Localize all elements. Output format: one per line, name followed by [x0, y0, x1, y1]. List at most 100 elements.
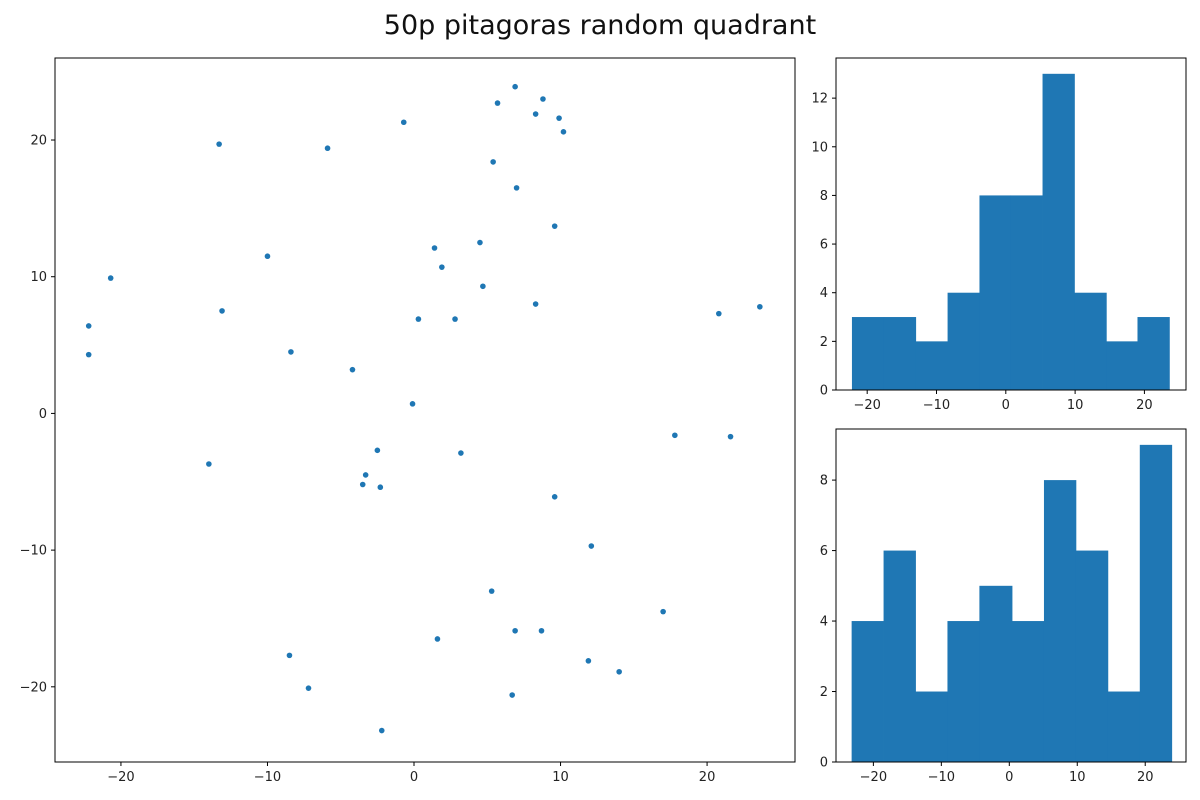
histx-bar: [1042, 73, 1075, 391]
scatter-point: [288, 349, 294, 355]
scatter-point: [400, 119, 407, 126]
histy-ytick-label: 8: [820, 474, 828, 489]
histx-xtick-label: 0: [1002, 398, 1010, 413]
scatter-ytick-label: −10: [20, 544, 47, 559]
histy-bar: [883, 550, 916, 762]
scatter-ytick-label: 0: [39, 407, 47, 422]
scatter-point: [585, 658, 592, 664]
histx-bar: [979, 195, 1012, 390]
histx-xtick-label: 10: [1067, 398, 1084, 413]
scatter-point: [494, 100, 501, 106]
scatter-point: [349, 366, 356, 373]
histx-bar: [1074, 292, 1107, 390]
scatter-point: [439, 264, 445, 270]
scatter-point: [431, 245, 438, 251]
histx-xtick-label: −10: [923, 398, 950, 413]
scatter-point: [377, 484, 384, 491]
scatter-xtick-label: −10: [254, 770, 281, 785]
histx-bar: [1010, 195, 1043, 390]
histx-ytick-label: 8: [820, 189, 828, 204]
histogram-y: −20 −10 0 10 20 0 2 4 6 8: [820, 428, 1187, 785]
scatter-point: [560, 129, 567, 135]
scatter-ytick-label: 20: [30, 134, 47, 149]
histy-bar: [1043, 480, 1077, 762]
scatter-point: [551, 223, 558, 229]
histy-xtick-label: −20: [860, 770, 887, 785]
histy-bar: [979, 585, 1013, 762]
scatter-point: [216, 141, 222, 147]
scatter-point: [616, 668, 622, 675]
scatter-point: [219, 308, 225, 314]
scatter-ytick-label: 10: [30, 270, 47, 285]
scatter-point: [85, 351, 92, 358]
scatter-plot: −20 −10 0 10 20 −20 −10 0 10 20: [20, 57, 796, 785]
scatter-point: [556, 115, 562, 121]
scatter-point: [716, 310, 722, 317]
histogram-x: −20 −10 0 10 20 0 2 4 6 8 10 12: [811, 57, 1187, 413]
histx-frame: [835, 57, 1187, 391]
scatter-point: [660, 608, 666, 615]
scatter-point: [757, 303, 763, 310]
scatter-xtick-label: −20: [107, 770, 134, 785]
scatter-point: [85, 323, 92, 329]
histy-bar: [1075, 550, 1109, 762]
scatter-point: [477, 239, 483, 246]
scatter-point: [264, 253, 271, 260]
scatter-point: [286, 652, 293, 659]
histy-xtick-label: 20: [1137, 770, 1154, 785]
scatter-point: [359, 481, 366, 488]
scatter-point: [374, 447, 381, 454]
scatter-point: [540, 96, 546, 102]
histy-bar: [1107, 691, 1141, 762]
scatter-point: [362, 472, 369, 478]
scatter-point: [672, 432, 678, 439]
histx-xtick-label: 20: [1136, 398, 1153, 413]
scatter-point: [488, 588, 495, 594]
scatter-point: [512, 627, 518, 634]
scatter-point: [588, 543, 595, 549]
histy-ytick-label: 4: [820, 615, 828, 630]
histx-ytick-label: 6: [820, 238, 828, 253]
histx-bar: [947, 292, 980, 390]
scatter-point: [409, 401, 416, 407]
scatter-point: [551, 494, 558, 500]
histy-frame: [835, 428, 1187, 763]
histy-ytick-label: 6: [820, 544, 828, 559]
histy-bar: [947, 621, 980, 762]
histx-ytick-label: 12: [811, 92, 828, 107]
histy-bar: [915, 691, 948, 762]
scatter-point: [727, 433, 734, 440]
scatter-point: [480, 283, 486, 290]
scatter-xtick-label: 20: [699, 770, 716, 785]
histy-bar: [851, 621, 884, 762]
figure-title: 50p pitagoras random quadrant: [383, 10, 817, 41]
scatter-point: [415, 316, 422, 322]
scatter-point: [434, 636, 441, 642]
histy-bar: [1012, 621, 1045, 762]
histx-ytick-label: 4: [820, 286, 828, 301]
histx-bar: [1106, 341, 1138, 390]
scatter-point: [538, 627, 545, 634]
scatter-point: [107, 275, 114, 281]
scatter-frame: [54, 57, 796, 763]
scatter-point: [513, 185, 520, 191]
histx-ytick-label: 10: [811, 140, 828, 155]
histx-ytick-label: 2: [820, 335, 828, 350]
scatter-point: [305, 685, 312, 691]
scatter-xtick-label: 0: [410, 770, 418, 785]
histy-xtick-label: 10: [1069, 770, 1086, 785]
histy-ytick-label: 0: [820, 756, 828, 771]
histy-bar: [1139, 444, 1173, 762]
histy-xtick-label: 0: [1005, 770, 1013, 785]
scatter-ytick-label: −20: [20, 680, 47, 695]
scatter-point: [324, 145, 331, 152]
scatter-point: [206, 461, 212, 467]
histy-xtick-label: −10: [928, 770, 955, 785]
histx-ytick-label: 0: [820, 384, 828, 399]
scatter-point: [490, 159, 496, 165]
scatter-point: [458, 450, 464, 456]
scatter-point: [512, 83, 518, 90]
scatter-point: [532, 111, 539, 117]
scatter-point: [532, 301, 539, 307]
